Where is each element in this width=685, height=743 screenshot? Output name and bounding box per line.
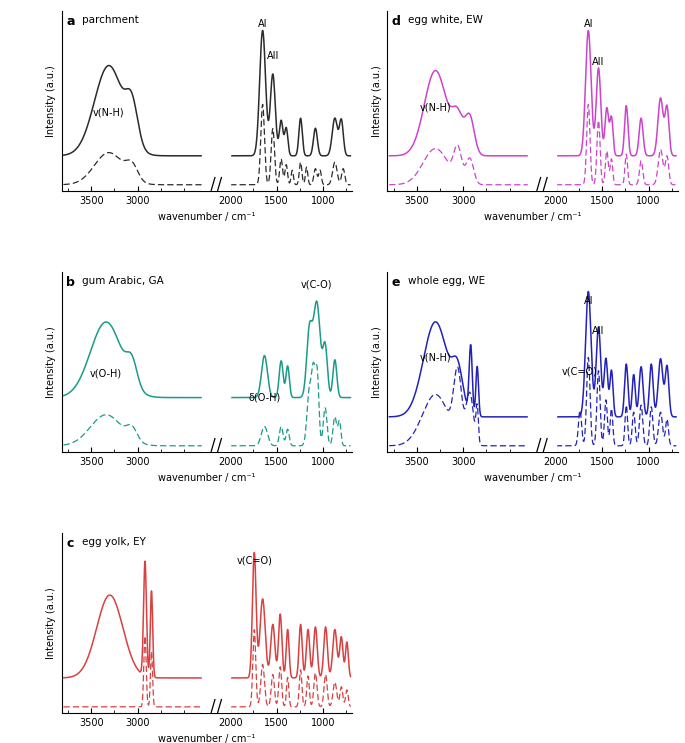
Y-axis label: Intensity (a.u.): Intensity (a.u.) [372, 65, 382, 137]
Text: b: b [66, 276, 75, 289]
Text: d: d [392, 15, 401, 27]
Text: AI: AI [584, 19, 593, 29]
Text: egg yolk, EY: egg yolk, EY [82, 537, 146, 547]
Bar [528, 272, 556, 452]
Text: parchment: parchment [82, 15, 139, 25]
Bar [528, 11, 556, 191]
Y-axis label: Intensity (a.u.): Intensity (a.u.) [46, 588, 56, 659]
Text: AII: AII [266, 51, 279, 61]
X-axis label: wavenumber / cm⁻¹: wavenumber / cm⁻¹ [158, 212, 256, 221]
Text: AII: AII [593, 326, 605, 337]
Text: v(C=O): v(C=O) [562, 367, 598, 377]
Text: AI: AI [584, 296, 593, 306]
X-axis label: wavenumber / cm⁻¹: wavenumber / cm⁻¹ [158, 473, 256, 483]
Text: e: e [392, 276, 400, 289]
Bar [203, 272, 230, 452]
Text: δ(O-H): δ(O-H) [249, 392, 281, 403]
Text: whole egg, WE: whole egg, WE [408, 276, 485, 286]
Text: AII: AII [593, 57, 605, 68]
Text: v(N-H): v(N-H) [420, 103, 451, 112]
Text: a: a [66, 15, 75, 27]
Text: v(C-O): v(C-O) [301, 280, 332, 290]
Y-axis label: Intensity (a.u.): Intensity (a.u.) [372, 326, 382, 398]
Text: gum Arabic, GA: gum Arabic, GA [82, 276, 164, 286]
Text: v(N-H): v(N-H) [93, 107, 125, 117]
Text: AI: AI [258, 19, 267, 29]
Text: egg white, EW: egg white, EW [408, 15, 482, 25]
X-axis label: wavenumber / cm⁻¹: wavenumber / cm⁻¹ [158, 733, 256, 743]
Text: v(C=O): v(C=O) [236, 556, 272, 565]
Bar [203, 533, 230, 713]
Y-axis label: Intensity (a.u.): Intensity (a.u.) [46, 326, 56, 398]
Text: v(O-H): v(O-H) [90, 369, 122, 378]
Bar [203, 11, 230, 191]
X-axis label: wavenumber / cm⁻¹: wavenumber / cm⁻¹ [484, 473, 582, 483]
Text: c: c [66, 537, 73, 550]
X-axis label: wavenumber / cm⁻¹: wavenumber / cm⁻¹ [484, 212, 582, 221]
Y-axis label: Intensity (a.u.): Intensity (a.u.) [46, 65, 56, 137]
Text: v(N-H): v(N-H) [420, 352, 451, 363]
